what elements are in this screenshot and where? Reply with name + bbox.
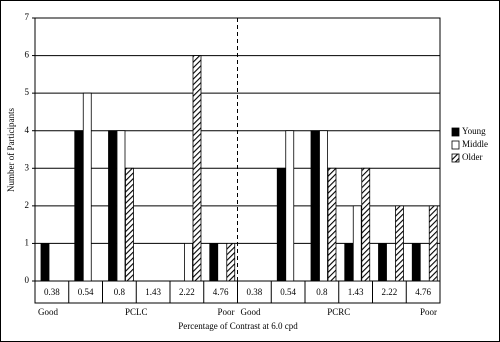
bar — [352, 205, 362, 282]
legend-label: Middle — [462, 139, 488, 149]
y-axis-label: Number of Participants — [6, 108, 16, 192]
group-label: Good — [38, 307, 58, 317]
group-label: PCLC — [125, 307, 148, 317]
x-tick-label: 0.8 — [316, 287, 328, 297]
y-tick-label: 3 — [25, 162, 30, 172]
x-tick-label: 1.43 — [348, 287, 364, 297]
x-tick-label: 0.54 — [78, 287, 94, 297]
legend-label: Young — [462, 126, 486, 136]
x-tick-label: 0.38 — [44, 287, 60, 297]
y-tick-label: 1 — [25, 237, 30, 247]
bar — [40, 243, 50, 282]
bar — [108, 130, 117, 282]
y-tick-label: 0 — [25, 275, 30, 285]
legend-swatch — [451, 153, 460, 163]
legend-label: Older — [462, 152, 483, 162]
x-tick-label: 0.38 — [247, 287, 263, 297]
x-tick-label: 4.76 — [213, 287, 229, 297]
bar — [116, 130, 126, 282]
bar — [209, 243, 219, 282]
bar — [192, 55, 202, 282]
bar — [319, 130, 328, 282]
bar — [125, 167, 134, 282]
bar — [74, 130, 84, 282]
x-tick-label: 1.43 — [145, 287, 161, 297]
y-tick-label: 6 — [25, 50, 30, 60]
bar — [82, 92, 92, 282]
bar — [395, 205, 404, 282]
bar — [184, 243, 193, 282]
bar — [344, 243, 354, 282]
x-tick-label: 0.8 — [114, 287, 126, 297]
y-tick-label: 2 — [25, 200, 30, 210]
group-label: Poor — [217, 307, 234, 317]
bar — [327, 167, 337, 282]
x-tick-label: 2.22 — [179, 287, 195, 297]
bar — [285, 130, 295, 282]
x-axis-label: Percentage of Contrast at 6.0 cpd — [178, 321, 298, 331]
y-tick-label: 4 — [25, 125, 30, 135]
bar — [378, 243, 387, 282]
plot-area — [34, 17, 441, 282]
bar — [428, 205, 438, 282]
group-label: PCRC — [327, 307, 350, 317]
legend-swatch — [451, 140, 460, 150]
x-tick-label: 0.54 — [280, 287, 296, 297]
x-tick-label: 4.76 — [415, 287, 431, 297]
y-tick-label: 7 — [25, 12, 30, 22]
x-tick-label: 2.22 — [382, 287, 398, 297]
group-label: Poor — [420, 307, 437, 317]
bar — [411, 243, 421, 282]
bar — [276, 167, 286, 282]
y-tick-label: 5 — [25, 87, 30, 97]
bar — [226, 243, 236, 282]
bar — [361, 167, 371, 282]
legend-swatch — [451, 127, 460, 137]
bar — [310, 130, 320, 282]
group-label: Good — [241, 307, 261, 317]
